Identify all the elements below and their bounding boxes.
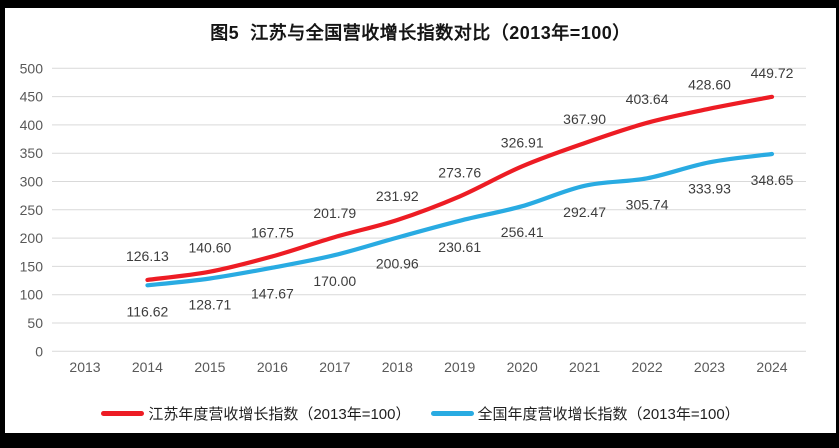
y-axis-tick-label: 50	[27, 315, 43, 331]
data-label: 449.72	[751, 65, 794, 81]
data-label: 348.65	[751, 172, 794, 188]
y-axis-tick-label: 150	[20, 258, 44, 274]
x-axis-tick-label: 2018	[382, 359, 413, 375]
y-axis-tick-label: 200	[20, 230, 44, 246]
data-label: 200.96	[376, 256, 419, 272]
chart-title: 图5 江苏与全国营收增长指数对比（2013年=100）	[210, 23, 631, 43]
legend-label-jiangsu: 江苏年度营收增长指数（2013年=100）	[148, 406, 411, 423]
x-axis-tick-label: 2014	[132, 359, 163, 375]
x-axis-tick-label: 2019	[444, 359, 475, 375]
data-label: 126.13	[126, 248, 169, 264]
data-label: 116.62	[127, 303, 169, 319]
data-label: 170.00	[313, 273, 356, 289]
data-label: 403.64	[626, 91, 669, 107]
x-axis-tick-label: 2024	[756, 359, 787, 375]
data-label: 140.60	[188, 240, 231, 256]
x-axis-tick-label: 2013	[69, 359, 100, 375]
x-axis-tick-label: 2021	[569, 359, 600, 375]
data-label: 256.41	[501, 224, 544, 240]
y-axis-tick-label: 500	[20, 60, 44, 76]
y-axis-tick-label: 450	[20, 89, 44, 105]
legend-line-jiangsu-icon	[101, 411, 145, 416]
x-axis-tick-label: 2017	[319, 359, 350, 375]
y-axis-tick-label: 250	[20, 202, 44, 218]
data-label: 367.90	[563, 111, 606, 127]
x-axis-tick-label: 2020	[507, 359, 538, 375]
data-label: 201.79	[313, 205, 356, 221]
data-label: 428.60	[688, 77, 731, 93]
x-axis-tick-label: 2016	[257, 359, 288, 375]
x-axis-tick-label: 2022	[632, 359, 663, 375]
data-label: 326.91	[501, 134, 544, 150]
data-label: 167.75	[251, 224, 294, 240]
legend-label-national: 全国年度营收增长指数（2013年=100）	[477, 406, 740, 423]
data-label: 147.67	[251, 286, 294, 302]
series-line-jiangsu	[145, 94, 775, 283]
x-axis-tick-label: 2015	[194, 359, 225, 375]
data-label: 231.92	[376, 188, 419, 204]
legend-line-national-icon	[430, 411, 474, 416]
legend-item-jiangsu: 江苏年度营收增长指数（2013年=100）	[101, 403, 411, 424]
data-label: 128.71	[188, 297, 231, 313]
data-label: 292.47	[563, 204, 606, 220]
data-label: 273.76	[438, 164, 481, 180]
data-label: 305.74	[626, 196, 669, 212]
data-label: 230.61	[438, 239, 481, 255]
y-axis-tick-label: 100	[20, 287, 44, 303]
legend-item-national: 全国年度营收增长指数（2013年=100）	[430, 403, 740, 424]
y-axis-tick-label: 400	[20, 117, 44, 133]
x-axis-tick-label: 2023	[694, 359, 725, 375]
chart-canvas: 0 50 100 150 200 250 300 350 400 450 500 2013 2014 20…	[20, 60, 806, 375]
series-line-national	[145, 151, 775, 288]
legend: 江苏年度营收增长指数（2013年=100） 全国年度营收增长指数（2013年=1…	[5, 403, 836, 424]
y-axis-tick-label: 350	[20, 145, 44, 161]
data-label: 333.93	[688, 180, 731, 196]
y-axis-tick-label: 300	[20, 174, 44, 190]
y-axis-tick-label: 0	[35, 343, 43, 359]
chart-frame: 图5 江苏与全国营收增长指数对比（2013年=100） 0 50 100 150 200…	[5, 8, 836, 433]
